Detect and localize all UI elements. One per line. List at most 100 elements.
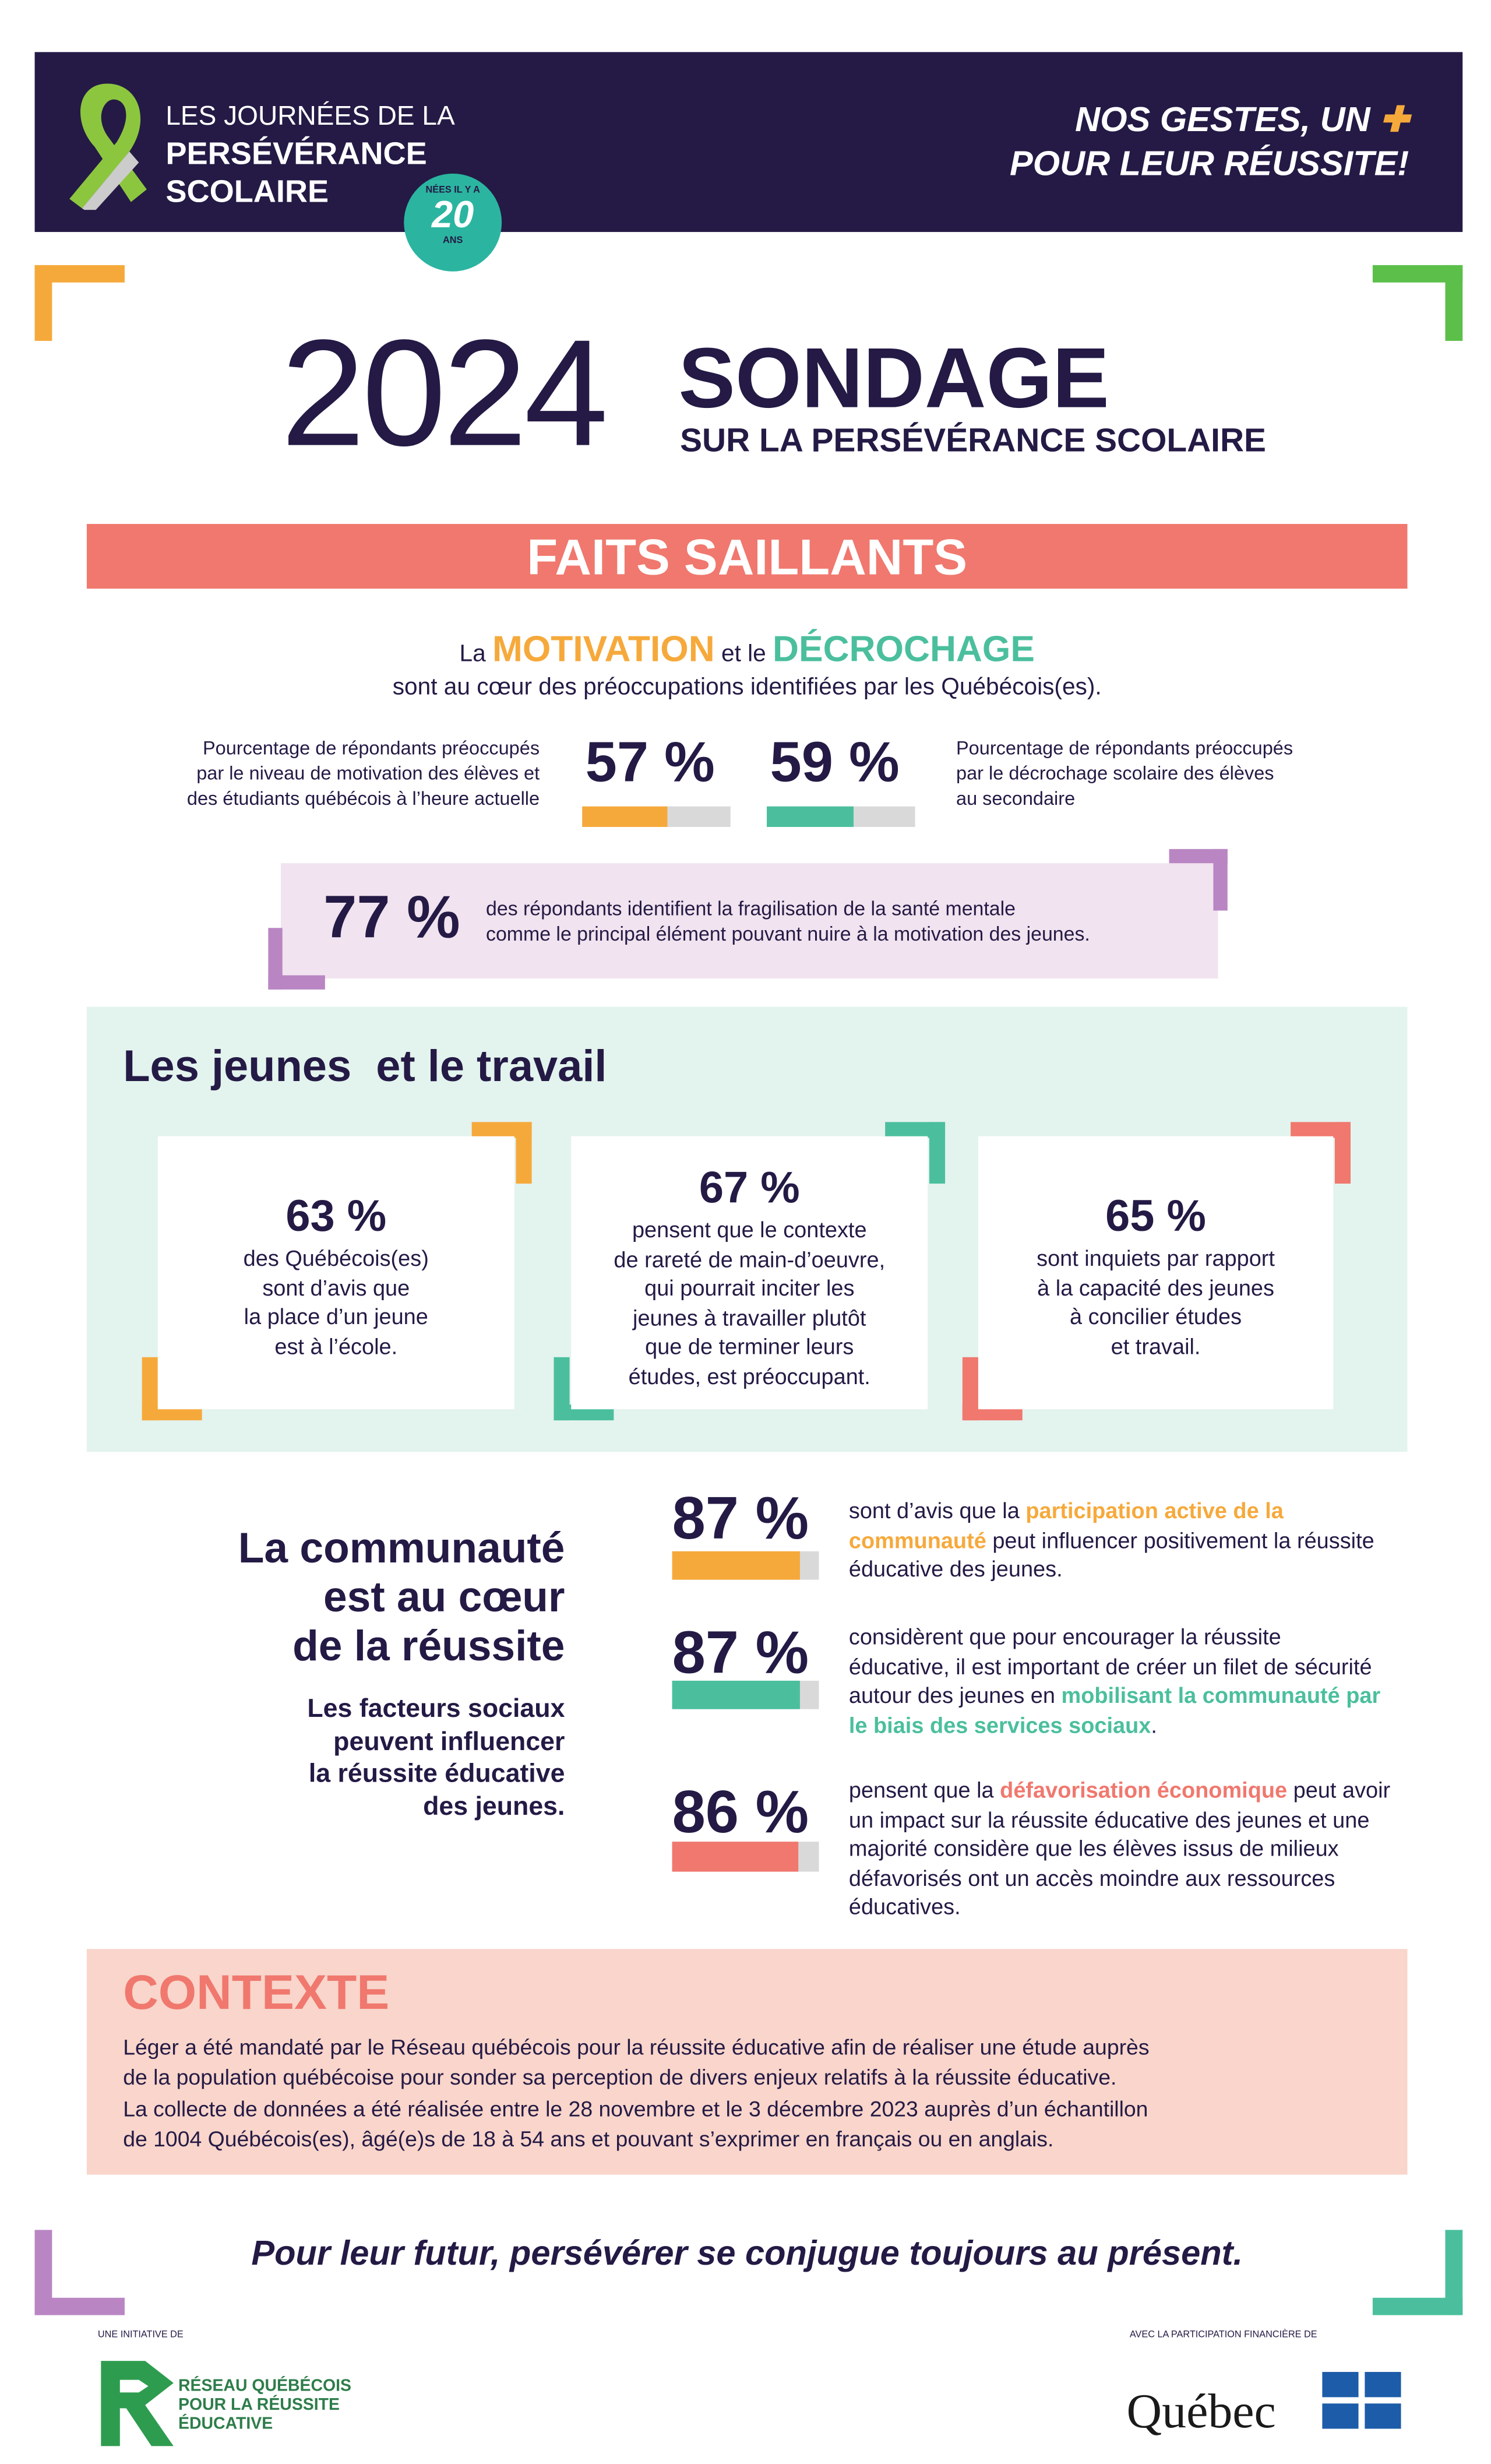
intro-text: et le <box>714 640 773 668</box>
slogan-line: POUR LEUR RÉUSSITE! <box>1009 143 1409 184</box>
bracket <box>885 1122 946 1184</box>
quebec-flag <box>1322 2372 1401 2429</box>
bracket <box>1169 849 1228 911</box>
text-line: sont inquiets par rapport <box>1037 1245 1275 1270</box>
text-line: à la capacité des jeunes <box>1037 1274 1274 1300</box>
heading-line: est au cœur <box>323 1573 565 1621</box>
section-heading: Les jeunes et le travail <box>123 1041 607 1091</box>
header-band <box>34 52 1463 233</box>
text-line: peuvent influencer <box>333 1727 565 1756</box>
card-stat: 63 % <box>285 1191 387 1241</box>
text-line: la réussite éducative <box>308 1759 565 1789</box>
callout-box <box>281 863 1218 978</box>
title-sub: SUR LA PERSÉVÉRANCE SCOLAIRE <box>680 423 1266 460</box>
intro: La MOTIVATION et le DÉCROCHAGE sont au c… <box>87 628 1408 701</box>
text-line: Les facteurs sociaux <box>307 1695 565 1724</box>
bar-track <box>582 806 731 827</box>
bracket <box>268 928 325 990</box>
stat-label: 59 % <box>770 729 900 794</box>
funding-label: AVEC LA PARTICIPATION FINANCIÈRE DE <box>1129 2331 1317 2340</box>
logo-text: LES JOURNÉES DE LA PERSÉVÉRANCE SCOLAIRE <box>165 98 454 212</box>
text-line: POUR LA RÉUSSITE <box>178 2395 340 2415</box>
text: peut avoir un impact sur la réussite édu… <box>848 1777 1391 1919</box>
text-line: études, est préoccupant. <box>628 1363 870 1388</box>
bar <box>767 806 855 827</box>
card: 67 % pensent que le contexte de rareté d… <box>571 1136 928 1410</box>
context-heading: CONTEXTE <box>123 1965 390 2021</box>
intro-keyword: DÉCROCHAGE <box>773 628 1035 670</box>
text-line: Pourcentage de répondants préoccupés <box>956 737 1293 759</box>
stat-label: 57 % <box>585 729 715 794</box>
text-line: Pourcentage de répondants préoccupés <box>202 737 540 759</box>
section-heading: La communauté est au cœur de la réussite <box>238 1525 565 1671</box>
title-main: SONDAGE <box>678 331 1109 427</box>
text-line: de 1004 Québécois(es), âgé(e)s de 18 à 5… <box>123 2127 1054 2151</box>
card-stat: 65 % <box>1105 1191 1206 1241</box>
title-year: 2024 <box>281 309 608 478</box>
plus-icon: ✚ <box>1380 99 1409 139</box>
text-line: pensent que le contexte <box>632 1216 867 1242</box>
intro-sub: sont au cœur des préoccupations identifi… <box>392 674 1102 701</box>
highlight-text: mobilisant la communauté par le biais de… <box>848 1682 1381 1737</box>
intro-text: La <box>459 640 492 668</box>
stat-label: 87 % <box>672 1486 809 1553</box>
text-line: jeunes à travailler plutôt <box>633 1304 866 1330</box>
text: peut influencer positivement la réussite… <box>848 1526 1374 1582</box>
text-line: Léger a été mandaté par le Réseau québéc… <box>123 2036 1150 2060</box>
intro-keyword: MOTIVATION <box>492 628 715 670</box>
intro-line: La MOTIVATION et le DÉCROCHAGE <box>87 628 1408 671</box>
text: considèrent que pour encourager la réuss… <box>848 1624 1372 1708</box>
badge-bottom: ANS <box>443 237 463 247</box>
highlight-text: participation active de la communauté <box>848 1497 1284 1553</box>
ribbon-logo <box>69 83 147 210</box>
text: sont d’avis que la <box>848 1497 1026 1523</box>
context-box <box>86 1949 1408 2175</box>
quebec-wordmark: Québec <box>1126 2382 1276 2438</box>
stat-description: Pourcentage de répondants préoccupés par… <box>956 735 1293 811</box>
bar <box>582 806 667 827</box>
bracket <box>471 1122 532 1184</box>
text-line: que de terminer leurs <box>645 1333 854 1359</box>
text-line: au secondaire <box>956 787 1076 810</box>
badge: NÉES IL Y A 20 ANS <box>404 173 502 272</box>
bar <box>672 1842 799 1872</box>
logo-line: LES JOURNÉES DE LA <box>165 101 455 131</box>
text-line: par le niveau de motivation des élèves e… <box>196 762 540 784</box>
reseau-logo-icon <box>101 2361 174 2447</box>
bar-track <box>767 806 915 827</box>
bracket <box>1372 2230 1463 2315</box>
slogan-line: NOS GESTES, UN ✚ <box>1010 98 1409 142</box>
bracket <box>1372 265 1463 341</box>
section-heading: FAITS SAILLANTS <box>86 524 1408 589</box>
stat-description: considèrent que pour encourager la réuss… <box>849 1622 1386 1739</box>
badge-top: NÉES IL Y A <box>425 186 480 196</box>
card: 63 % des Québécois(es) sont d’avis que l… <box>157 1136 514 1410</box>
stat-label: 77 % <box>323 885 460 952</box>
bracket <box>1291 1122 1351 1184</box>
callout-text: des répondants identifient la fragilisat… <box>486 896 1090 947</box>
heading-line: de la réussite <box>292 1622 565 1670</box>
bar-track <box>672 1680 819 1709</box>
text-line: des Québécois(es) <box>243 1245 429 1270</box>
heading-line: La communauté <box>238 1524 565 1572</box>
bar <box>672 1551 800 1580</box>
stat-description: Pourcentage de répondants préoccupés par… <box>187 735 540 811</box>
text-line: à concilier études <box>1070 1303 1242 1329</box>
text-line: et travail. <box>1111 1332 1201 1358</box>
text-line: des étudiants québécois à l’heure actuel… <box>186 787 540 810</box>
text-line: des jeunes. <box>423 1791 565 1821</box>
initiative-label: UNE INITIATIVE DE <box>97 2331 184 2340</box>
bar <box>672 1680 800 1709</box>
text-line: des répondants identifient la fragilisat… <box>486 897 1016 920</box>
slogan-text: NOS GESTES, UN <box>1075 99 1370 139</box>
stat-description: pensent que la défavorisation économique… <box>849 1775 1393 1921</box>
bracket <box>34 2230 125 2315</box>
card: 65 % sont inquiets par rapport à la capa… <box>978 1136 1334 1410</box>
highlight-text: défavorisation économique <box>1000 1777 1288 1803</box>
text-line: qui pourrait inciter les <box>644 1275 855 1301</box>
text-line: la place d’un jeune <box>244 1303 428 1329</box>
section-subheading: Les facteurs sociaux peuvent influencer … <box>307 1694 565 1823</box>
text-line: par le décrochage scolaire des élèves <box>956 762 1274 784</box>
